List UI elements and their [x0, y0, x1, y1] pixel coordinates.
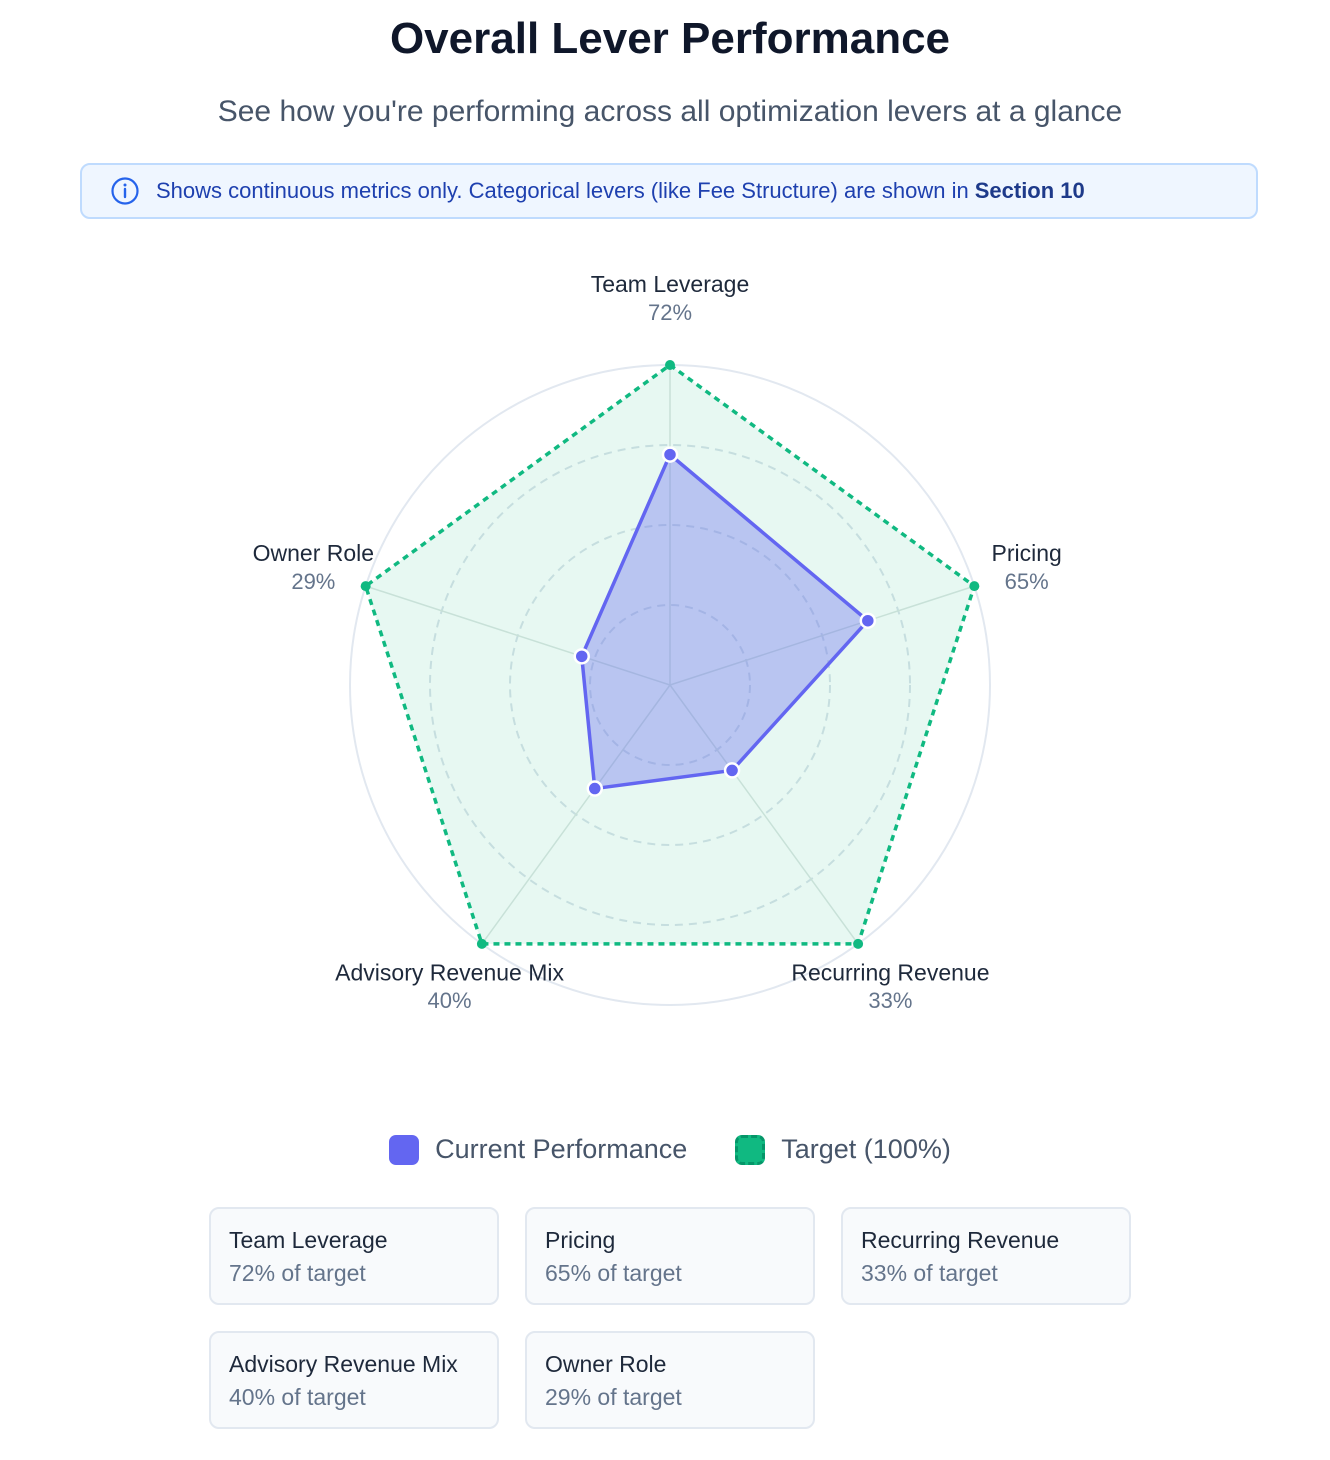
axis-value: 29% — [291, 569, 335, 594]
card-detail: 72% of target — [229, 1260, 366, 1286]
card-title: Advisory Revenue Mix — [229, 1351, 458, 1377]
target-area — [363, 363, 977, 946]
lever-card: Pricing 65% of target — [525, 1207, 815, 1305]
performance-point — [859, 612, 877, 629]
performance-area — [579, 452, 870, 791]
card-detail: 40% of target — [229, 1384, 366, 1410]
notice-text: Shows continuous metrics only. Categoric… — [156, 178, 969, 203]
axis-value: 33% — [868, 988, 912, 1013]
axis-label: Advisory Revenue Mix — [335, 959, 564, 985]
axis-label: Team Leverage — [591, 271, 750, 297]
card-title: Pricing — [545, 1227, 616, 1253]
axis-value: 65% — [1005, 569, 1049, 594]
page-title: Overall Lever Performance — [389, 14, 951, 63]
axis-label: Owner Role — [253, 540, 374, 566]
performance-point — [661, 446, 679, 463]
axis-label: Recurring Revenue — [791, 959, 989, 985]
performance-point — [586, 780, 604, 797]
lever-card: Recurring Revenue 33% of target — [841, 1207, 1131, 1305]
performance-point — [573, 648, 590, 665]
radar-chart: Team Leverage 72% Pricing 65% Recurring Reve… — [253, 271, 1062, 1013]
lever-card: Advisory Revenue Mix 40% of target — [209, 1331, 499, 1429]
grid-ring — [429, 444, 911, 926]
card-title: Team Leverage — [229, 1227, 388, 1253]
legend-item: Current Performance — [389, 1134, 687, 1165]
legend-swatch — [735, 1134, 766, 1165]
info-icon — [111, 177, 139, 205]
target-point — [969, 581, 980, 592]
legend-label: Target (100%) — [781, 1134, 951, 1164]
axis-label: Pricing — [991, 540, 1061, 566]
target-point — [476, 938, 487, 949]
legend-swatch — [389, 1134, 420, 1165]
lever-card: Owner Role 29% of target — [525, 1331, 815, 1429]
notice-link[interactable]: Section 10 — [974, 178, 1085, 203]
axis-value: 40% — [428, 988, 472, 1013]
card-title: Owner Role — [545, 1351, 667, 1377]
card-title: Recurring Revenue — [861, 1227, 1060, 1253]
subtitle: See how you're performing across all opt… — [217, 95, 1123, 128]
legend-label: Current Performance — [435, 1134, 688, 1164]
spoke — [365, 585, 671, 686]
legend-item: Target (100%) — [735, 1134, 951, 1165]
lever-card: Team Leverage 72% of target — [209, 1207, 499, 1305]
target-point — [665, 360, 675, 370]
grid-ring — [589, 604, 751, 766]
axis-value: 72% — [648, 300, 692, 325]
spoke — [669, 585, 975, 686]
spoke — [481, 684, 671, 945]
performance-point — [723, 762, 741, 779]
target-point — [853, 938, 864, 949]
card-detail: 29% of target — [545, 1384, 682, 1410]
info-notice: Shows continuous metrics only. Categoric… — [80, 163, 1258, 219]
card-detail: 65% of target — [545, 1260, 682, 1286]
card-detail: 33% of target — [861, 1260, 998, 1286]
grid-ring — [509, 524, 831, 846]
target-point — [360, 581, 371, 592]
spoke — [669, 684, 859, 945]
legend: Current Performance Target (100%) — [0, 1134, 1330, 1165]
